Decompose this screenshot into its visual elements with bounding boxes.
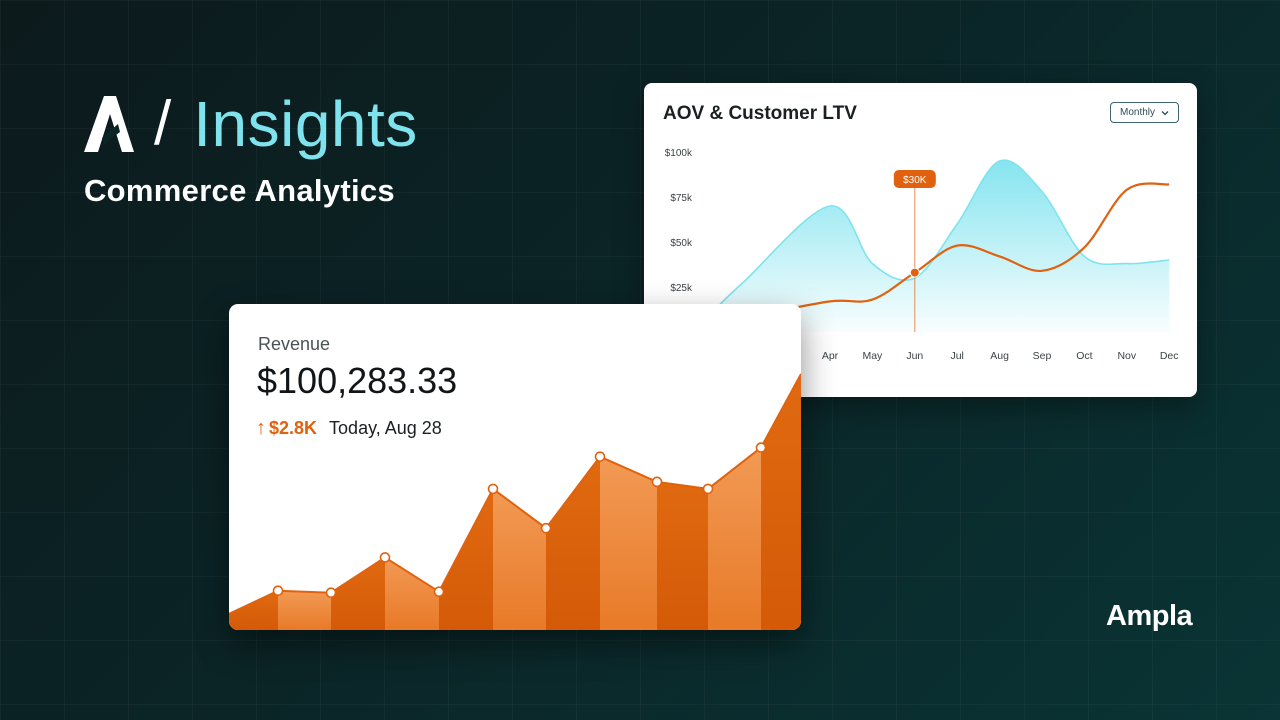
arrow-up-icon: ↑ <box>256 417 266 439</box>
revenue-value: $100,283.33 <box>257 360 458 401</box>
y-tick-label: $25k <box>670 283 693 294</box>
revenue-point[interactable] <box>379 552 391 563</box>
period-select[interactable]: Monthly <box>1109 102 1179 123</box>
x-tick-label: Dec <box>1160 350 1179 362</box>
x-tick-label: Jun <box>906 350 923 362</box>
x-tick-label: Nov <box>1117 350 1136 362</box>
brand-logo-icon <box>84 96 134 152</box>
brand-separator: / <box>154 89 172 158</box>
page-title: Insights <box>193 88 418 160</box>
revenue-point[interactable] <box>433 586 445 598</box>
brand-header: / Insights <box>82 92 418 156</box>
revenue-point[interactable] <box>540 522 552 534</box>
revenue-area-segment <box>439 488 493 630</box>
aov-card-title: AOV & Customer LTV <box>663 103 857 124</box>
revenue-label: Revenue <box>258 334 331 354</box>
x-tick-label: Apr <box>822 350 839 362</box>
highlight-tooltip-label: $30K <box>903 175 927 186</box>
revenue-line <box>229 373 801 615</box>
revenue-point[interactable] <box>702 483 714 495</box>
highlight-tooltip <box>893 170 936 188</box>
revenue-area-segment <box>761 374 801 630</box>
x-tick-label: Aug <box>990 350 1009 362</box>
y-tick-label: $100k <box>665 148 693 159</box>
period-select-value: Monthly <box>1119 107 1155 118</box>
x-tick-label: Oct <box>1076 350 1092 362</box>
revenue-area-segment <box>657 481 708 630</box>
revenue-area-segment <box>546 456 600 630</box>
ltv-line <box>713 159 1170 311</box>
highlight-point[interactable] <box>909 267 920 278</box>
revenue-point[interactable] <box>325 587 337 599</box>
revenue-area-segment <box>278 590 331 630</box>
aov-line <box>713 182 1170 325</box>
revenue-delta: ↑ $2.8K Today, Aug 28 <box>256 417 442 440</box>
revenue-chart <box>229 373 801 630</box>
x-tick-label: Sep <box>1033 350 1052 362</box>
revenue-area-segment <box>493 488 546 630</box>
x-tick-label: May <box>862 350 883 362</box>
revenue-card: Revenue $100,283.33 ↑ $2.8K Today, Aug 2… <box>229 304 801 630</box>
revenue-point[interactable] <box>594 451 606 462</box>
chevron-down-icon <box>1161 110 1169 115</box>
revenue-point[interactable] <box>755 442 767 453</box>
revenue-date: Today, Aug 28 <box>329 418 442 438</box>
x-tick-label: Jul <box>950 350 963 362</box>
revenue-area-segment <box>385 557 439 630</box>
y-tick-label: $75k <box>670 193 693 204</box>
revenue-area-segment <box>229 590 278 630</box>
revenue-area-segment <box>600 456 657 630</box>
revenue-point[interactable] <box>651 476 663 488</box>
company-logo: Ampla <box>1106 600 1193 632</box>
revenue-point[interactable] <box>487 483 499 495</box>
revenue-point[interactable] <box>272 585 284 597</box>
revenue-delta-value: $2.8K <box>269 418 318 438</box>
aov-ltv-chart: $100k $75k $50k $25k $30K Apr May Jun Jul Aug Sep O… <box>665 148 1179 362</box>
page-subtitle: Commerce Analytics <box>84 173 395 208</box>
revenue-area-segment <box>708 447 761 630</box>
y-tick-label: $50k <box>670 238 693 249</box>
revenue-area-segment <box>331 557 385 630</box>
ltv-area <box>714 160 1170 332</box>
